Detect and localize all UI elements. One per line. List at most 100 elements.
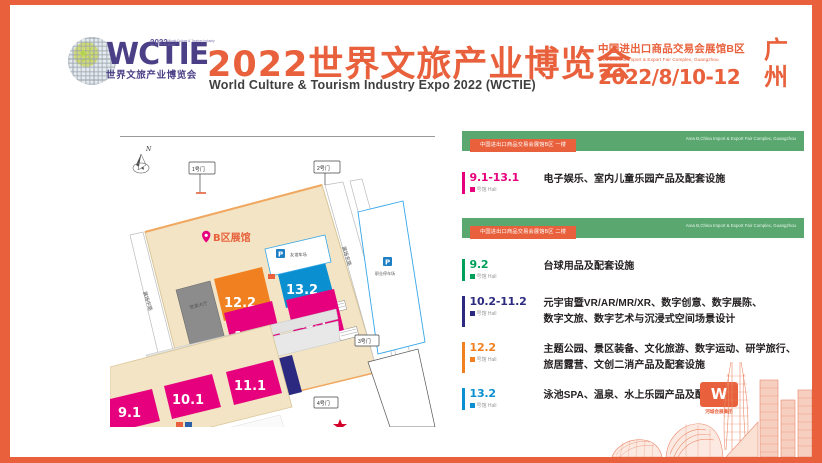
sponsor-mark-icon: W [700,382,738,407]
small-orange-chip [268,274,275,279]
item-description: 泳池SPA、温泉、水上乐园产品及配套设施 [544,388,736,404]
gate-4-marker[interactable]: 4号门 [313,396,339,409]
area-b-marker [202,230,211,243]
star-marker [333,419,347,427]
svg-text:2号门: 2号门 [317,165,330,172]
city-name: 广州 [764,37,788,91]
hall-11-1-label: 11.1 [234,379,266,394]
item-description: 电子娱乐、室内儿童乐园产品及配套设施 [544,172,726,188]
item-hall-number: 12.2 号馆 Hall [469,341,544,363]
item-description-line: 元宇宙暨VR/AR/MR/XR、数字创意、数字展陈、 [543,298,763,309]
gate-1-marker[interactable]: 1号门 [188,161,216,194]
parking-icon-near: P [276,249,285,259]
hall-10-1 [164,374,221,419]
gate-3-marker[interactable]: 3号门 [354,334,380,347]
area-b-title: B区展馆 [213,231,251,244]
parking-lot-2 [367,348,436,427]
section-2-banner-tag: 中国进出口商品交易会展馆B区 二楼 [470,226,577,239]
item-hall-sub: 号馆 Hall [469,402,544,409]
skyline-hall-icon [611,439,663,457]
wctie-year: 2022 [150,38,168,47]
parking-near-label: 友谊车场 [290,251,307,258]
service-block-label: 登录大厅 [189,300,209,311]
item-description: 元宇宙暨VR/AR/MR/XR、数字创意、数字展陈、 数字文旅、数字艺术与沉浸式… [544,296,763,327]
item-color-bar [462,296,465,327]
item-hall-range: 10.2-11.2 [469,295,527,308]
svg-text:3号门: 3号门 [358,338,371,345]
sponsor-name: 河城会展集团 [705,409,733,414]
list-item[interactable]: 9.1-13.1 号馆 Hall 电子娱乐、室内儿童乐园产品及配套设施 [462,165,804,200]
plaza-chip-orange [176,422,183,427]
sponsor-logo: W 河城会展集团 [692,382,746,415]
section-2-items: 9.2 号馆 Hall 台球用品及配套设施 10.2-11.2 号馆 Hall … [462,238,804,416]
wctie-letters: WCTIE [106,37,209,72]
gate-2-marker[interactable]: 2号门 [313,160,341,185]
section-1-banner: Area B,China Import & Export Fair Comple… [462,131,804,152]
section-1-banner-tag: 中国进出口商品交易会展馆B区 一楼 [470,139,577,152]
wctie-wordmark: WCTIE 2022 World Culture & Tourism Indus… [106,37,215,81]
item-description-line: 数字文旅、数字艺术与沉浸式空间场景设计 [543,313,736,325]
item-hall-range: 9.1-13.1 [469,171,520,184]
hall-9-1 [110,389,160,427]
wctie-en-tagline: World Culture & Tourism Industry Expo [168,39,215,47]
section-floor-2: Area B,China Import & Export Fair Comple… [462,218,804,416]
item-hall-sub: 号馆 Hall [469,310,544,317]
list-item[interactable]: 12.2 号馆 Hall 主题公园、景区装备、文化旅游、数字运动、研学旅行、 旅… [462,335,804,379]
list-item[interactable]: 9.2 号馆 Hall 台球用品及配套设施 [462,252,804,287]
section-1-items: 9.1-13.1 号馆 Hall 电子娱乐、室内儿童乐园产品及配套设施 [462,151,804,200]
wctie-logo: WCTIE 2022 World Culture & Tourism Indus… [68,32,215,92]
venue-date-block: 中国进出口商品交易会展馆B区 Area B,China Import & Exp… [598,41,758,89]
map-graphic-lower[interactable]: 9.1 10.1 11.1 B区南广场 5号门 新 港 东 路 Y 琶洲站B出口 [110,307,440,427]
event-date: 2022/8/10-12 [598,65,741,89]
compass-rose: N [132,146,152,174]
parking-icon-far: P [383,257,392,267]
item-hall-sub: 号馆 Hall [469,356,544,363]
item-hall-sub: 号馆 Hall [469,186,544,193]
plot-top-edge [144,184,323,233]
item-description: 台球用品及配套设施 [544,259,635,275]
item-description-line: 电子娱乐、室内儿童乐园产品及配套设施 [543,174,726,185]
section-floor-1: Area B,China Import & Export Fair Comple… [462,131,804,200]
parking-far-label: 职业停车场 [375,270,395,276]
list-item[interactable]: 10.2-11.2 号馆 Hall 元宇宙暨VR/AR/MR/XR、数字创意、数… [462,289,804,333]
main-title-en: World Culture & Tourism Industry Expo 20… [209,78,536,92]
section-2-banner: Area B,China Import & Export Fair Comple… [462,218,804,239]
road-xingang [230,414,285,427]
parking-card [264,234,332,277]
wctie-cn-name: 世界文旅产业博览会 [106,70,197,81]
item-hall-number: 9.1-13.1 号馆 Hall [469,171,544,193]
item-color-bar [462,172,465,194]
svg-text:1号门: 1号门 [192,166,205,173]
item-color-bar [462,342,465,373]
section-2-banner-en: Area B,China Import & Export Fair Comple… [685,223,796,228]
item-hall-range: 13.2 [469,387,497,400]
item-hall-sub: 号馆 Hall [469,273,544,280]
plaza-chip-blue [185,422,192,427]
sponsor-mark-letter: W [710,385,728,403]
item-hall-number: 13.2 号馆 Hall [469,387,544,409]
item-color-bar [462,388,465,410]
venue-name-zh: 中国进出口商品交易会展馆B区 [598,43,745,55]
poster-header: WCTIE 2022 World Culture & Tourism Indus… [10,5,812,105]
svg-text:4号门: 4号门 [317,400,330,407]
hall-11-1 [226,360,282,405]
parking-lot-outline [357,200,426,355]
item-hall-number: 10.2-11.2 号馆 Hall [469,295,544,317]
item-hall-range: 9.2 [469,258,489,271]
item-hall-range: 12.2 [469,341,497,354]
venue-floor-map[interactable]: 展场中路 展场东路 P 职业停车场 [110,127,440,427]
svg-text:P: P [278,251,283,259]
item-color-bar [462,259,465,281]
skyline-bridge-icon [725,421,759,457]
item-description-line: 旅居露营、文创二消产品及配套设施 [543,359,706,371]
venue-name-en: Area B,China Import & Export Fair Comple… [598,57,719,62]
item-description-line: 泳池SPA、温泉、水上乐园产品及配套设施 [543,390,736,401]
hall-13-2-label: 13.2 [286,283,318,298]
svg-text:P: P [385,259,390,267]
list-item[interactable]: 13.2 号馆 Hall 泳池SPA、温泉、水上乐园产品及配套设施 [462,381,804,416]
item-description: 主题公园、景区装备、文化旅游、数字运动、研学旅行、 旅居露营、文创二消产品及配套… [544,342,797,373]
skyline-arena-icon [665,423,724,457]
section-1-banner-en: Area B,China Import & Export Fair Comple… [685,136,796,141]
main-title-zh: 2022世界文旅产业博览会 [207,45,633,85]
